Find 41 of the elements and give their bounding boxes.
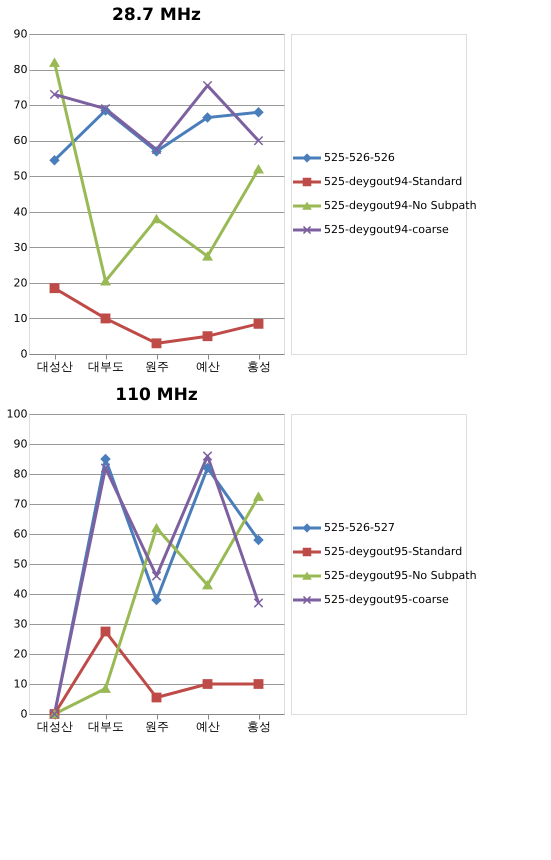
x-tick-label: 대성산 [37, 720, 73, 734]
y-tick-label: 70 [14, 498, 28, 510]
y-tick-label: 10 [14, 678, 28, 690]
y-tick-label: 10 [14, 312, 28, 325]
y-tick-label: 50 [14, 170, 28, 183]
y-tick-label: 0 [20, 708, 28, 720]
legend-label: 525-deygout95-coarse [324, 593, 449, 606]
legend-label: 525-526-527 [324, 521, 395, 534]
y-tick-label: 60 [14, 528, 28, 540]
y-tick-label: 70 [14, 98, 28, 112]
chart-title: 28.7 MHz [112, 5, 202, 25]
y-tick-label: 40 [14, 205, 28, 218]
y-tick-label: 90 [14, 28, 28, 40]
y-tick-label: 30 [14, 618, 28, 630]
y-tick-label: 20 [14, 276, 28, 290]
x-tick-label: 예산 [196, 720, 220, 734]
legend-label: 525-deygout94-No Subpath [324, 199, 477, 212]
x-tick-label: 예산 [196, 360, 220, 374]
legend-label: 525-deygout94-coarse [324, 223, 449, 236]
legend-label: 525-deygout95-Standard [324, 545, 462, 558]
y-tick-label: 50 [14, 558, 28, 570]
y-tick-label: 40 [14, 588, 28, 600]
y-tick-label: 30 [14, 240, 28, 254]
y-tick-label: 90 [14, 438, 28, 450]
chart-title: 110 MHz [115, 385, 198, 405]
legend-label: 525-deygout95-No Subpath [324, 569, 477, 582]
y-tick-label: 100 [6, 408, 28, 420]
y-tick-label: 80 [14, 468, 28, 480]
y-tick-label: 0 [20, 348, 28, 360]
y-tick-label: 60 [14, 134, 28, 148]
legend-label: 525-deygout94-Standard [324, 175, 462, 188]
x-tick-label: 원주 [145, 360, 169, 374]
y-tick-label: 20 [14, 648, 28, 660]
x-tick-label: 홍성 [247, 720, 271, 734]
y-tick-label: 80 [14, 63, 28, 76]
x-tick-label: 홍성 [247, 360, 271, 374]
legend-label: 525-526-526 [324, 151, 395, 164]
x-tick-label: 대부도 [88, 360, 124, 374]
x-tick-label: 대성산 [37, 360, 73, 374]
x-tick-label: 원주 [145, 720, 169, 734]
x-tick-label: 대부도 [88, 720, 124, 734]
